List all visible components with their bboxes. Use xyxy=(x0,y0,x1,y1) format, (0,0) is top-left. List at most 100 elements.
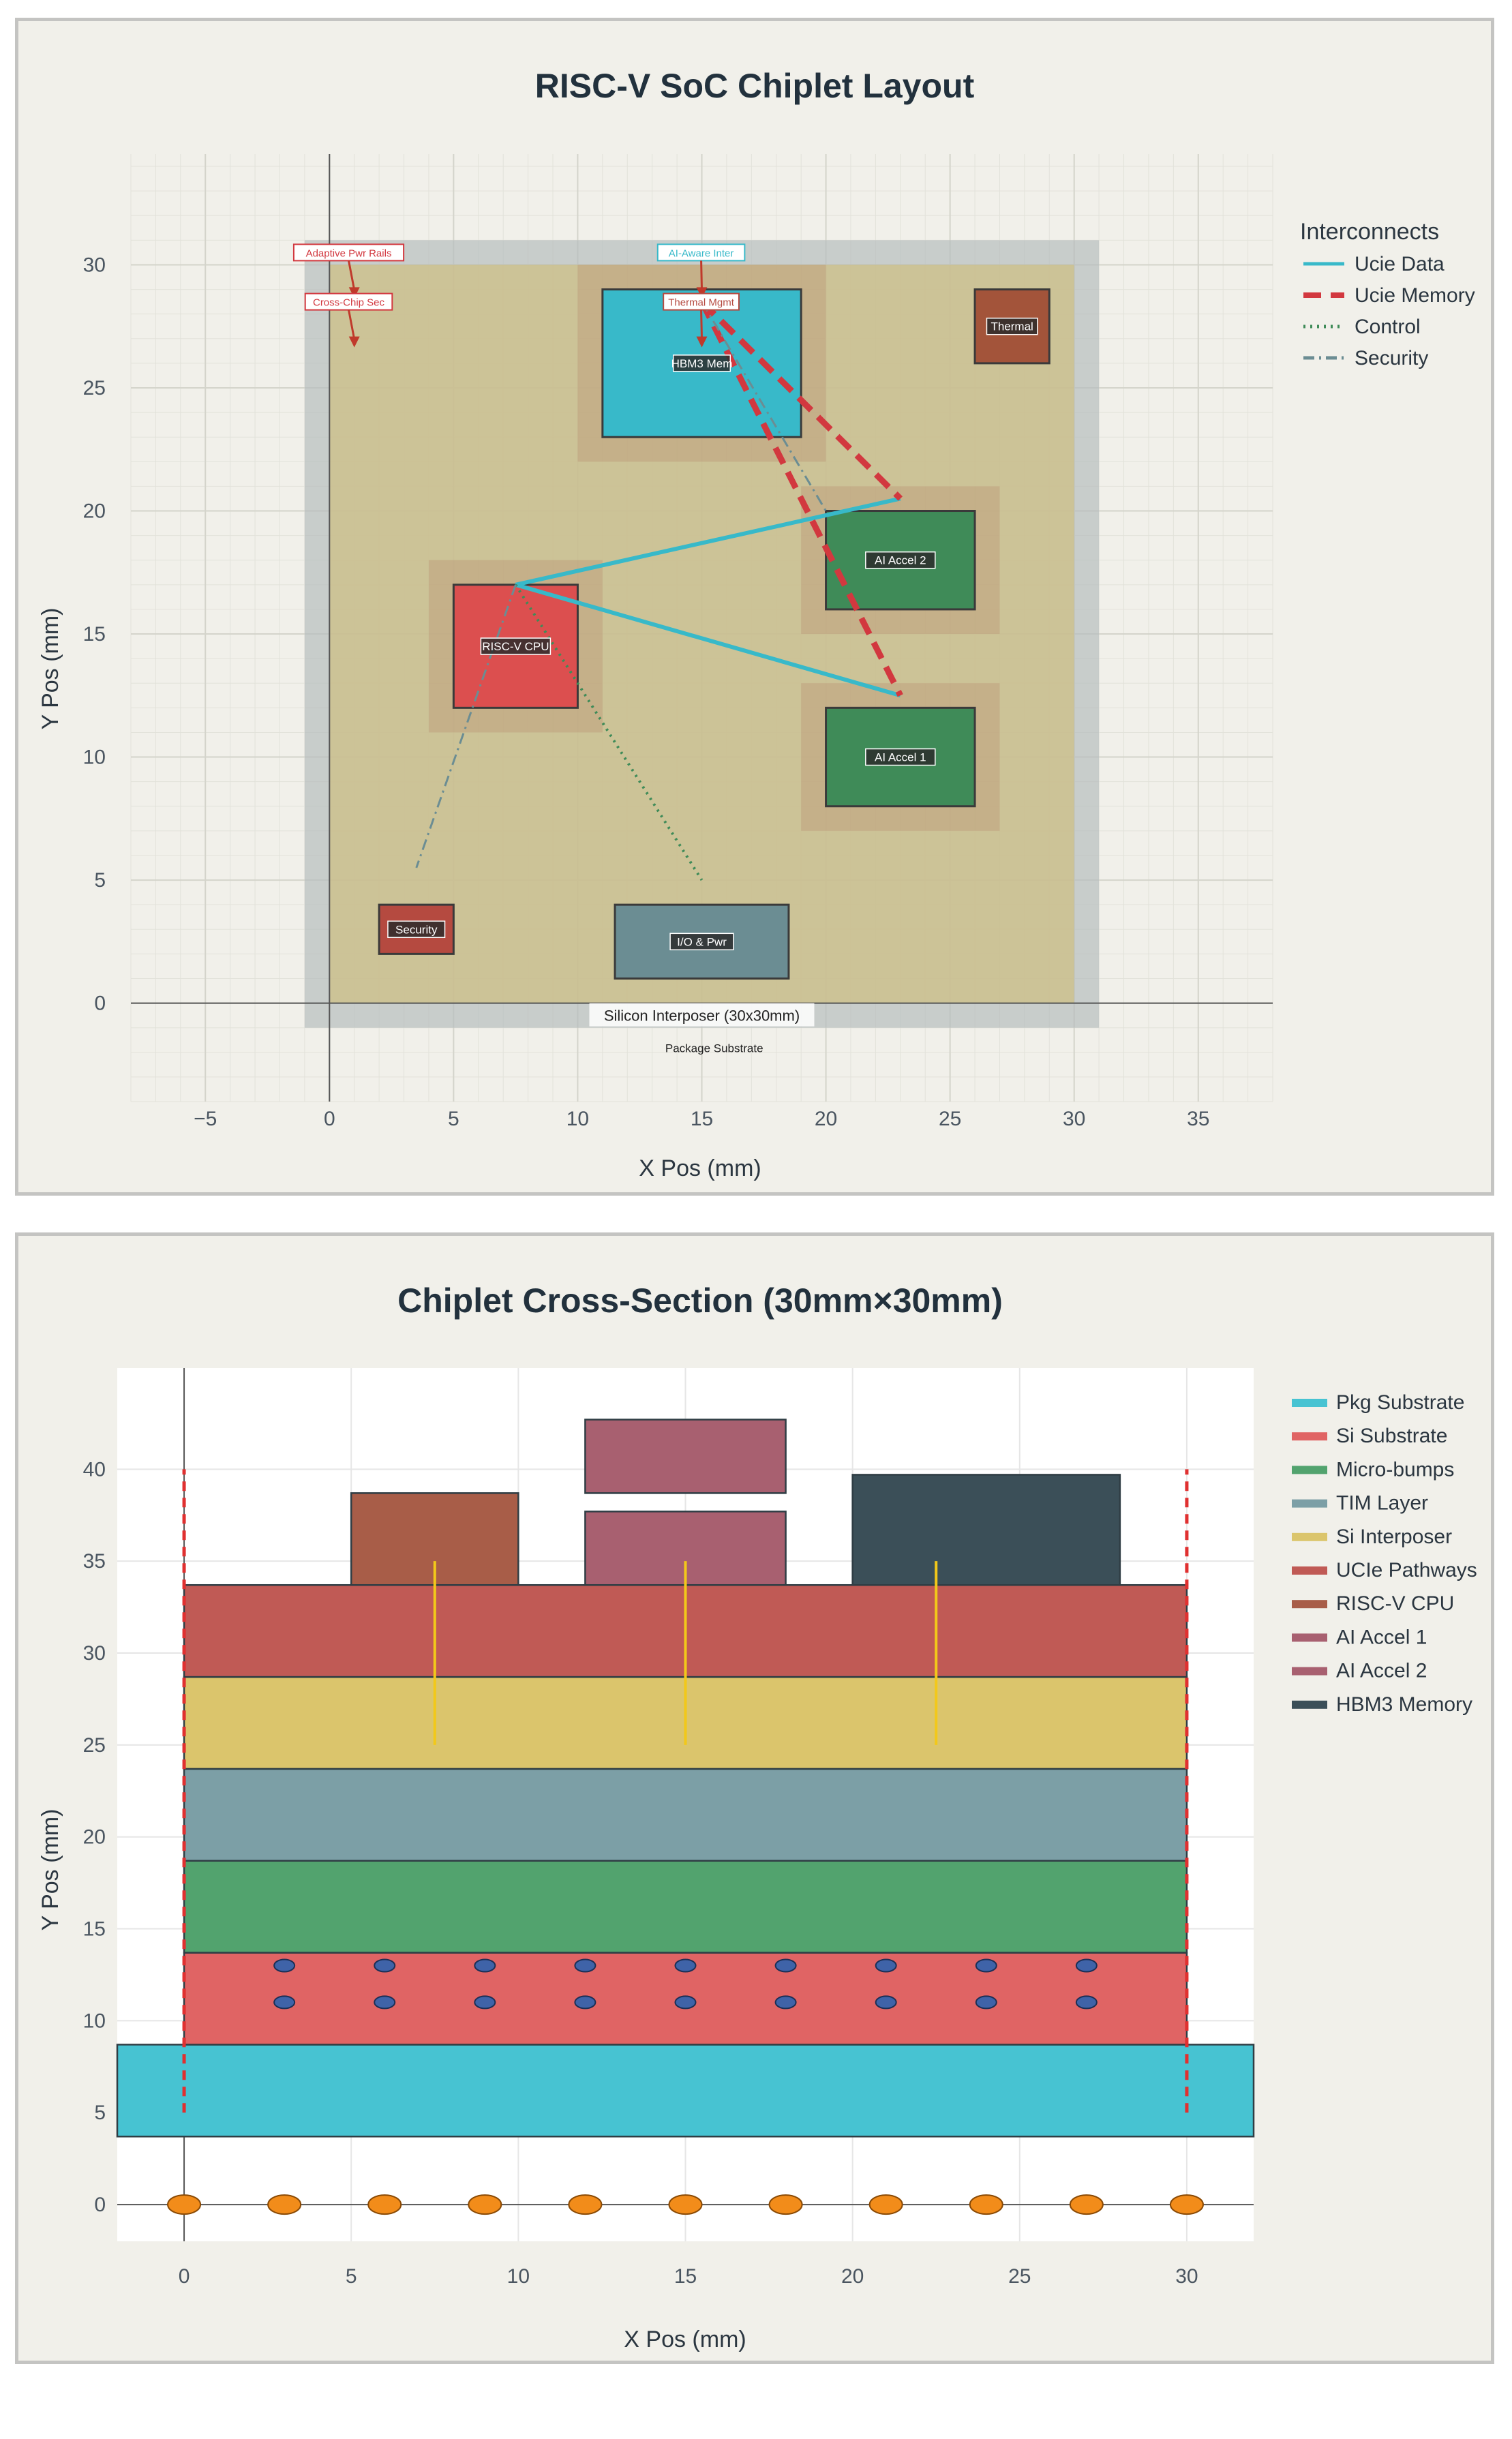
chiplet-label-hbm3-mem-box xyxy=(672,354,731,372)
legend-label-risc-v-cpu: RISC-V CPU xyxy=(1336,1592,1454,1615)
tsv-via xyxy=(574,1958,596,1973)
legend-swatch-si-substrate xyxy=(1292,1432,1327,1441)
tsv-via xyxy=(574,1995,596,2010)
annotation-arrowhead xyxy=(696,336,708,348)
chiplet-label-thermal-box xyxy=(986,317,1038,335)
annotation-box xyxy=(292,243,405,262)
legend-label-ucie-data: Ucie Data xyxy=(1355,253,1445,275)
x-tick-label: 10 xyxy=(507,2265,530,2288)
layout-chart-panel: RISC-V SoC Chiplet Layout −5 0 5 10 15 20 25 30… xyxy=(15,18,1494,1196)
legend-label-si-substrate: Si Substrate xyxy=(1336,1425,1447,1447)
x-tick-label: 25 xyxy=(1008,2265,1031,2288)
interconnect-ucie-data xyxy=(515,582,901,698)
y-tick-label: 35 xyxy=(83,1550,106,1573)
y-tick-label: 15 xyxy=(83,1918,106,1941)
legend-label-pkg-substrate: Pkg Substrate xyxy=(1336,1391,1464,1414)
cross-section-chart-panel: Chiplet Cross-Section (30mm×30mm) 0 5 10 15… xyxy=(15,1232,1494,2364)
layout-chart-title: RISC-V SoC Chiplet Layout xyxy=(535,67,975,105)
annotation-arrowhead xyxy=(348,287,360,299)
y-tick-label: 15 xyxy=(83,623,106,646)
annotation-arrow xyxy=(348,260,356,290)
c4-bump xyxy=(868,2194,903,2215)
tsv-via xyxy=(474,1995,496,2010)
y-tick-label: 0 xyxy=(94,993,106,1015)
y-tick-label: 40 xyxy=(83,1458,106,1481)
annotation-ai-aware-inter: AI-Aware Inter xyxy=(669,247,734,259)
interconnect-security xyxy=(701,301,827,512)
tsv-via xyxy=(374,1958,396,1973)
tsv-via xyxy=(674,1995,697,2010)
layout-x-axis-label: X Pos (mm) xyxy=(639,1155,761,1181)
chiplet-label-ai-accel-2: AI Accel 2 xyxy=(875,554,926,567)
chiplet-label-security-box xyxy=(387,920,446,939)
annotation-box xyxy=(656,243,746,262)
y-tick-label: 0 xyxy=(94,2194,106,2216)
tsv-via xyxy=(374,1995,396,2010)
tsv-via xyxy=(1075,1958,1098,1973)
interconnect-ucie-memory xyxy=(699,299,903,501)
legend-label-ai-accel-2: AI Accel 2 xyxy=(1336,1660,1427,1682)
x-tick-label: 20 xyxy=(815,1108,837,1130)
chiplet-label-security: Security xyxy=(395,923,438,936)
c4-bump xyxy=(768,2194,803,2215)
annotation-arrowhead xyxy=(348,336,360,348)
layer-micro-bumps xyxy=(183,1860,1188,1954)
layer-tim-layer xyxy=(183,1768,1188,1862)
x-tick-label: 25 xyxy=(939,1108,961,1130)
y-tick-label: 25 xyxy=(83,377,106,399)
x-tick-label: 5 xyxy=(448,1108,459,1130)
interconnect-ucie-data xyxy=(515,496,901,587)
tsv-via xyxy=(273,1958,296,1973)
c4-bump xyxy=(267,2194,302,2215)
annotation-thermal-mgmt: Thermal Mgmt xyxy=(668,297,735,309)
legend-label-ucie-memory: Ucie Memory xyxy=(1355,284,1475,307)
chiplet-label-hbm3-mem: HBM3 Mem xyxy=(671,357,733,370)
y-tick-label: 10 xyxy=(83,2010,106,2032)
c4-bump xyxy=(167,2194,202,2215)
legend-swatch-ai-accel-1 xyxy=(1292,1633,1327,1642)
chiplet-label-i-o-pwr: I/O & Pwr xyxy=(677,935,727,948)
y-tick-label: 25 xyxy=(83,1734,106,1757)
tsv-via xyxy=(474,1958,496,1973)
tsv-via xyxy=(975,1958,997,1973)
die-risc-v-cpu xyxy=(350,1492,519,1586)
chiplet-label-i-o-pwr-box xyxy=(669,933,734,951)
annotation-adaptive-pwr-rails: Adaptive Pwr Rails xyxy=(306,247,392,259)
annotation-arrow xyxy=(348,309,356,339)
c4-bump xyxy=(1069,2194,1104,2215)
x-tick-label: 30 xyxy=(1063,1108,1085,1130)
chiplet-label-risc-v-cpu-box xyxy=(480,637,551,655)
die-hbm3-memory xyxy=(851,1474,1121,1586)
y-tick-label: 30 xyxy=(83,1642,106,1665)
interposer-label-box xyxy=(589,1003,815,1027)
annotation-arrow xyxy=(700,309,703,339)
c4-bump xyxy=(668,2194,703,2215)
x-tick-label: 0 xyxy=(324,1108,335,1130)
x-tick-label: 15 xyxy=(691,1108,713,1130)
tsv-via xyxy=(1075,1995,1098,2010)
y-tick-label: 20 xyxy=(83,500,106,523)
legend-label-micro-bumps: Micro-bumps xyxy=(1336,1458,1454,1481)
interconnect-security xyxy=(415,584,517,868)
interconnect-ucie-memory xyxy=(699,300,903,697)
legend-swatch-ai-accel-2 xyxy=(1292,1667,1327,1676)
x-tick-label: 10 xyxy=(566,1108,589,1130)
chiplet-label-ai-accel-1-box xyxy=(865,748,936,766)
annotation-cross-chip-sec: Cross-Chip Sec xyxy=(313,297,385,309)
c4-bump xyxy=(367,2194,402,2215)
c4-bump xyxy=(969,2194,1003,2215)
chiplet-label-ai-accel-1: AI Accel 1 xyxy=(875,751,926,764)
legend-label-ai-accel-1: AI Accel 1 xyxy=(1336,1626,1427,1648)
legend-swatch-ucie-pathways xyxy=(1292,1566,1327,1575)
x-tick-label: −5 xyxy=(194,1108,217,1130)
legend-swatch-si-interposer xyxy=(1292,1532,1327,1541)
y-tick-label: 30 xyxy=(83,254,106,276)
y-tick-label: 20 xyxy=(83,1826,106,1849)
legend-label-security: Security xyxy=(1355,347,1428,369)
x-tick-label: 5 xyxy=(346,2265,357,2288)
legend-swatch-pkg-substrate xyxy=(1292,1399,1327,1407)
x-tick-label: 15 xyxy=(674,2265,697,2288)
legend-label-si-interposer: Si Interposer xyxy=(1336,1526,1452,1548)
c4-bump xyxy=(468,2194,502,2215)
layout-chart: RISC-V SoC Chiplet Layout −5 0 5 10 15 20 25 30… xyxy=(37,67,1475,1181)
